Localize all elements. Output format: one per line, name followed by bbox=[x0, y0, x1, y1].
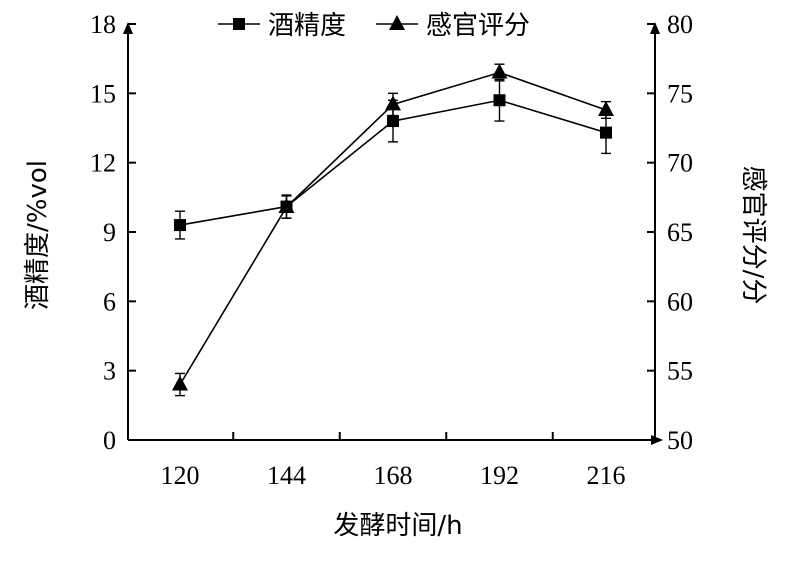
legend-label-alcohol: 酒精度 bbox=[268, 11, 346, 41]
x-tick-label: 216 bbox=[587, 461, 626, 490]
x-axis-arrow bbox=[651, 435, 663, 445]
x-tick-label: 192 bbox=[480, 461, 519, 490]
left-tick-label: 9 bbox=[103, 218, 116, 247]
data-point-triangle bbox=[278, 198, 295, 214]
left-y-ticks: 0 3 6 9 12 15 18 bbox=[90, 10, 136, 455]
x-tick-label: 120 bbox=[161, 461, 200, 490]
axes bbox=[123, 22, 663, 445]
left-tick-label: 12 bbox=[90, 149, 116, 178]
left-y-axis-arrow bbox=[123, 22, 133, 34]
legend-label-sensory: 感官评分 bbox=[426, 11, 530, 41]
data-point-square bbox=[174, 219, 186, 232]
left-tick-label: 3 bbox=[103, 357, 116, 386]
legend-marker-square bbox=[233, 18, 245, 30]
right-tick-label: 50 bbox=[667, 426, 693, 455]
data-point-square bbox=[493, 94, 506, 107]
left-tick-label: 0 bbox=[103, 426, 116, 455]
right-y-axis-label: 感官评分/分 bbox=[738, 166, 768, 305]
right-tick-label: 75 bbox=[667, 79, 693, 108]
left-tick-label: 6 bbox=[103, 287, 116, 316]
x-tick-label: 168 bbox=[374, 461, 413, 490]
data-point-triangle bbox=[491, 63, 508, 79]
right-tick-label: 65 bbox=[667, 218, 693, 247]
x-tick-label: 144 bbox=[267, 461, 306, 490]
right-tick-label: 80 bbox=[667, 10, 693, 39]
data-point-square bbox=[600, 126, 612, 139]
data-point-square bbox=[387, 115, 399, 128]
right-tick-label: 55 bbox=[667, 357, 693, 386]
right-y-axis-arrow bbox=[650, 22, 660, 34]
left-y-axis-label: 酒精度/%vol bbox=[23, 160, 53, 310]
right-y-ticks: 50 55 60 65 70 75 80 bbox=[647, 10, 693, 455]
x-axis-label: 发酵时间/h bbox=[333, 511, 462, 541]
right-tick-label: 60 bbox=[667, 287, 693, 316]
x-ticks: 120 144 168 192 216 bbox=[161, 432, 626, 490]
left-tick-label: 15 bbox=[90, 79, 116, 108]
legend: 酒精度 感官评分 bbox=[218, 11, 530, 41]
left-tick-label: 18 bbox=[90, 10, 116, 39]
data-point-triangle bbox=[172, 375, 188, 391]
data-point-triangle bbox=[598, 100, 614, 116]
legend-marker-triangle bbox=[389, 15, 405, 30]
right-tick-label: 70 bbox=[667, 149, 693, 178]
data-point-triangle bbox=[385, 95, 401, 111]
series-layer bbox=[172, 63, 614, 397]
